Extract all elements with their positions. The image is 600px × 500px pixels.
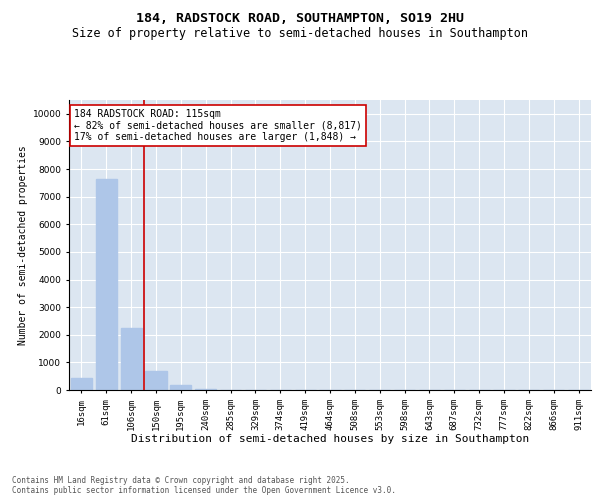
Text: Contains HM Land Registry data © Crown copyright and database right 2025.
Contai: Contains HM Land Registry data © Crown c… <box>12 476 396 495</box>
Y-axis label: Number of semi-detached properties: Number of semi-detached properties <box>19 145 28 345</box>
Text: 184, RADSTOCK ROAD, SOUTHAMPTON, SO19 2HU: 184, RADSTOCK ROAD, SOUTHAMPTON, SO19 2H… <box>136 12 464 26</box>
Text: 184 RADSTOCK ROAD: 115sqm
← 82% of semi-detached houses are smaller (8,817)
17% : 184 RADSTOCK ROAD: 115sqm ← 82% of semi-… <box>74 108 362 142</box>
Bar <box>71 378 92 390</box>
Bar <box>121 328 142 390</box>
Bar <box>145 371 167 390</box>
Bar <box>195 388 216 390</box>
Bar <box>96 178 117 390</box>
Text: Size of property relative to semi-detached houses in Southampton: Size of property relative to semi-detach… <box>72 28 528 40</box>
Bar <box>170 385 191 390</box>
X-axis label: Distribution of semi-detached houses by size in Southampton: Distribution of semi-detached houses by … <box>131 434 529 444</box>
